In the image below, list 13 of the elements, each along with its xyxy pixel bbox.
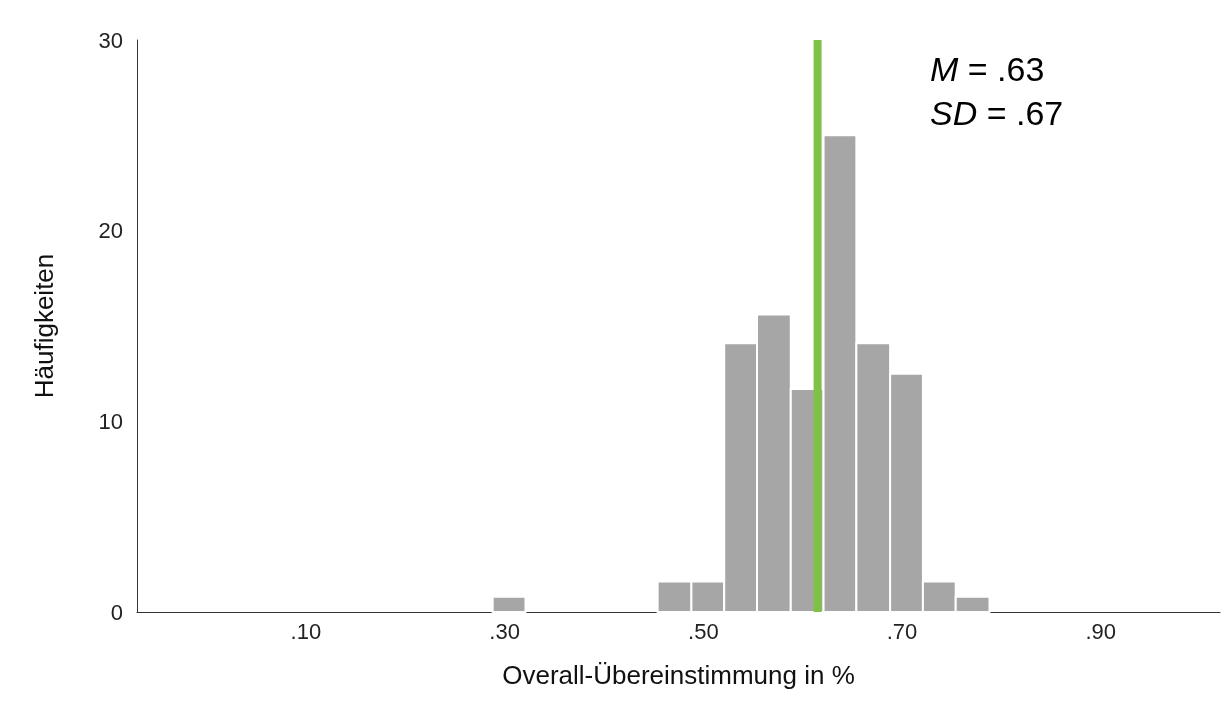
x-tick-label: .70: [886, 618, 918, 644]
y-axis-title: Häufigkeiten: [29, 253, 59, 399]
y-tick-label: 30: [98, 27, 123, 53]
x-tick-label: .50: [688, 618, 719, 644]
y-tick-label: 0: [110, 599, 123, 625]
y-tick-label: 20: [98, 218, 123, 244]
annotation: SD = .67: [930, 94, 1064, 132]
x-tick-label: .90: [1085, 618, 1117, 644]
x-tick-label: .30: [489, 618, 520, 644]
y-tick-label: 10: [98, 408, 123, 434]
x-axis-title: Overall-Übereinstimmung in %: [502, 660, 855, 690]
annotation: M = .63: [930, 50, 1045, 88]
x-tick-label: .10: [290, 618, 322, 644]
